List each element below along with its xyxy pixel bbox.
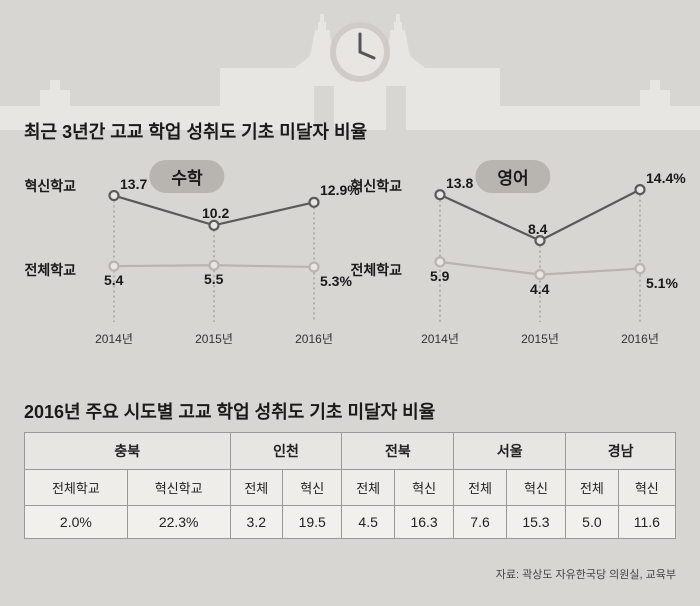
label-innovation-school: 혁신학교 <box>346 176 402 196</box>
title-2016-region: 2016년 주요 시도별 고교 학업 성취도 기초 미달자 비율 <box>24 398 435 424</box>
value-label: 5.9 <box>430 268 449 284</box>
th-sub: 전체학교 <box>25 470 128 506</box>
value-label: 4.4 <box>530 281 549 297</box>
td-val: 15.3 <box>506 506 565 539</box>
value-label: 8.4 <box>528 221 547 237</box>
xaxis-math: 2014년 2015년 2016년 <box>84 330 344 347</box>
th-region: 경남 <box>566 433 676 470</box>
td-val: 11.6 <box>618 506 675 539</box>
td-val: 4.5 <box>342 506 394 539</box>
th-sub: 혁신 <box>506 470 565 506</box>
td-val: 19.5 <box>283 506 342 539</box>
th-sub: 혁신 <box>394 470 453 506</box>
value-label: 14.4% <box>646 170 686 186</box>
label-all-schools: 전체학교 <box>346 260 402 280</box>
value-label: 5.4 <box>104 272 123 288</box>
th-sub: 혁신학교 <box>127 470 230 506</box>
th-sub: 혁신 <box>283 470 342 506</box>
th-region: 전북 <box>342 433 454 470</box>
td-val: 7.6 <box>454 506 506 539</box>
table-row-sub: 전체학교 혁신학교 전체 혁신 전체 혁신 전체 혁신 전체 혁신 <box>25 470 676 506</box>
x-label: 2016년 <box>284 330 344 347</box>
th-sub: 전체 <box>566 470 618 506</box>
value-label: 13.7 <box>120 176 147 192</box>
td-val: 22.3% <box>127 506 230 539</box>
region-table: 충북 인천 전북 서울 경남 전체학교 혁신학교 전체 혁신 전체 혁신 전체 … <box>24 432 676 539</box>
label-innovation-school: 혁신학교 <box>20 176 76 196</box>
title-3year: 최근 3년간 고교 학업 성취도 기초 미달자 비율 <box>24 118 367 144</box>
x-label: 2015년 <box>510 330 570 347</box>
building-door-right <box>386 86 406 130</box>
value-label: 5.5 <box>204 271 223 287</box>
td-val: 5.0 <box>566 506 618 539</box>
th-region: 서울 <box>454 433 566 470</box>
x-label: 2014년 <box>84 330 144 347</box>
th-region: 인천 <box>230 433 342 470</box>
th-sub: 전체 <box>454 470 506 506</box>
th-sub: 전체 <box>342 470 394 506</box>
value-label: 13.8 <box>446 175 473 191</box>
building-silhouette <box>0 0 700 130</box>
value-label: 10.2 <box>202 205 229 221</box>
table-row-values: 2.0% 22.3% 3.2 19.5 4.5 16.3 7.6 15.3 5.… <box>25 506 676 539</box>
td-val: 2.0% <box>25 506 128 539</box>
xaxis-english: 2014년 2015년 2016년 <box>410 330 670 347</box>
td-val: 3.2 <box>230 506 282 539</box>
th-sub: 전체 <box>230 470 282 506</box>
value-label: 5.1% <box>646 275 678 291</box>
x-label: 2015년 <box>184 330 244 347</box>
th-sub: 혁신 <box>618 470 675 506</box>
table-row-regions: 충북 인천 전북 서울 경남 <box>25 433 676 470</box>
x-label: 2016년 <box>610 330 670 347</box>
chart-math: 수학 혁신학교 전체학교 2014년 2015년 2016년 13.710.21… <box>24 152 350 372</box>
td-val: 16.3 <box>394 506 453 539</box>
th-region: 충북 <box>25 433 231 470</box>
label-all-schools: 전체학교 <box>20 260 76 280</box>
chart-english: 영어 혁신학교 전체학교 2014년 2015년 2016년 13.88.414… <box>350 152 676 372</box>
charts-row: 수학 혁신학교 전체학교 2014년 2015년 2016년 13.710.21… <box>24 152 676 372</box>
x-label: 2014년 <box>410 330 470 347</box>
source-note: 자료: 곽상도 자유한국당 의원실, 교육부 <box>496 566 676 582</box>
